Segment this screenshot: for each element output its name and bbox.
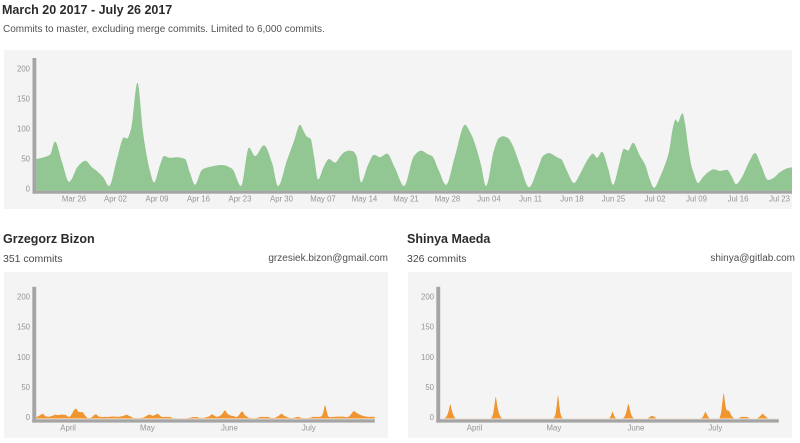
svg-text:May: May: [547, 423, 562, 432]
svg-text:April: April: [467, 423, 483, 432]
svg-text:Apr 23: Apr 23: [229, 194, 252, 203]
svg-text:Jun 18: Jun 18: [560, 194, 583, 203]
svg-text:50: 50: [21, 155, 30, 164]
svg-text:Jun 25: Jun 25: [602, 194, 626, 203]
svg-text:Jun 04: Jun 04: [477, 194, 501, 203]
svg-text:Apr 16: Apr 16: [187, 194, 210, 203]
svg-text:Jun 11: Jun 11: [519, 194, 542, 203]
svg-text:Jul 09: Jul 09: [686, 194, 707, 203]
svg-text:Jul 16: Jul 16: [728, 194, 749, 203]
svg-text:May 07: May 07: [310, 194, 336, 203]
svg-text:Jul 02: Jul 02: [645, 194, 666, 203]
svg-text:Apr 30: Apr 30: [270, 194, 294, 203]
svg-text:May: May: [140, 423, 155, 432]
svg-text:150: 150: [421, 323, 435, 332]
svg-text:Apr 02: Apr 02: [104, 194, 127, 203]
svg-text:0: 0: [26, 185, 31, 194]
svg-text:100: 100: [17, 125, 31, 134]
svg-text:150: 150: [17, 95, 31, 104]
svg-text:50: 50: [425, 383, 434, 392]
svg-text:100: 100: [17, 353, 31, 362]
svg-text:150: 150: [17, 323, 31, 332]
svg-text:May 21: May 21: [393, 194, 419, 203]
svg-text:0: 0: [26, 413, 31, 422]
svg-text:Apr 09: Apr 09: [146, 194, 169, 203]
svg-text:May 14: May 14: [352, 194, 378, 203]
svg-text:April: April: [60, 423, 76, 432]
svg-text:May 28: May 28: [435, 194, 461, 203]
svg-text:Mar 26: Mar 26: [62, 194, 86, 203]
svg-text:June: June: [221, 423, 238, 432]
svg-text:200: 200: [17, 65, 31, 74]
svg-text:50: 50: [21, 383, 30, 392]
svg-text:200: 200: [421, 293, 435, 302]
svg-text:200: 200: [17, 293, 31, 302]
svg-text:0: 0: [430, 413, 435, 422]
svg-text:June: June: [627, 423, 644, 432]
svg-text:July: July: [302, 423, 316, 432]
svg-text:Jul 23: Jul 23: [769, 194, 790, 203]
svg-text:100: 100: [421, 353, 435, 362]
svg-text:July: July: [708, 423, 722, 432]
